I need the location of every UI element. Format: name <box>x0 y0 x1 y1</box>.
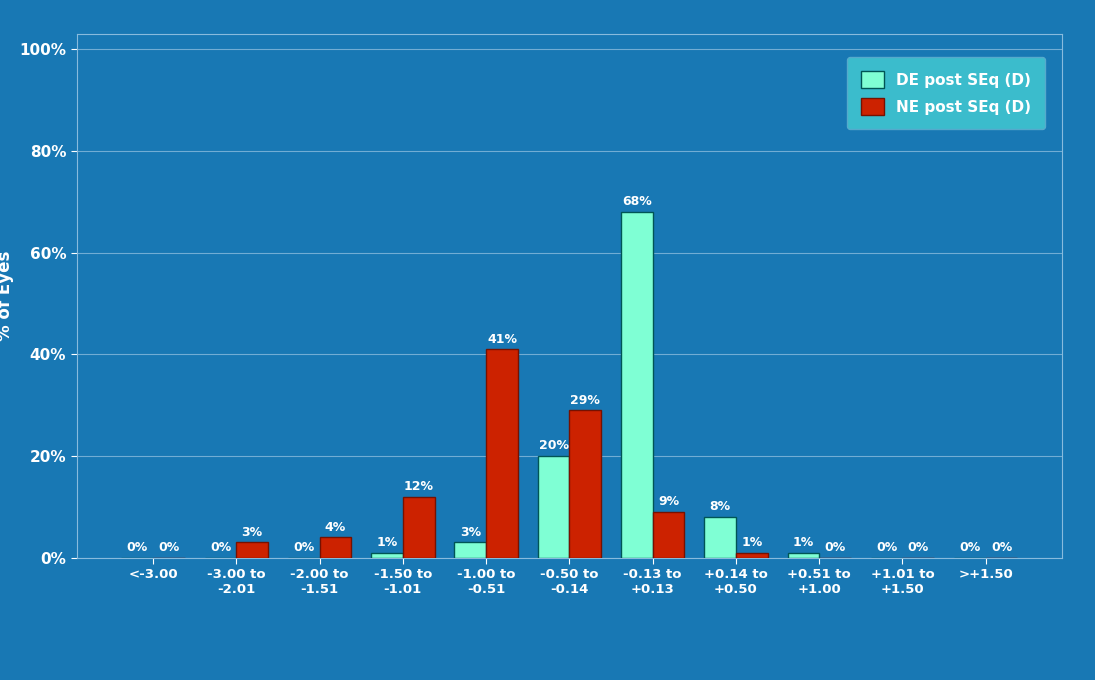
Text: 8%: 8% <box>710 500 730 513</box>
Text: 0%: 0% <box>825 541 845 554</box>
Text: 0%: 0% <box>991 541 1012 554</box>
Text: 0%: 0% <box>127 541 148 554</box>
Bar <box>736 553 768 558</box>
Text: 0%: 0% <box>876 541 897 554</box>
Text: 3%: 3% <box>242 526 263 539</box>
Text: 9%: 9% <box>658 495 679 508</box>
Bar <box>787 553 819 558</box>
Bar <box>403 496 435 558</box>
Bar <box>486 349 518 558</box>
Bar <box>538 456 569 558</box>
Text: 68%: 68% <box>622 195 652 208</box>
Bar <box>237 543 268 558</box>
Bar <box>371 553 403 558</box>
Legend: DE post SEq (D), NE post SEq (D): DE post SEq (D), NE post SEq (D) <box>848 57 1045 129</box>
Text: 0%: 0% <box>959 541 980 554</box>
Bar <box>621 212 653 558</box>
Bar <box>569 410 601 558</box>
Text: 1%: 1% <box>741 536 762 549</box>
Text: 20%: 20% <box>539 439 568 452</box>
Text: 0%: 0% <box>210 541 231 554</box>
Bar <box>320 537 351 558</box>
Text: 41%: 41% <box>487 333 517 345</box>
Text: 0%: 0% <box>159 541 180 554</box>
Bar <box>454 543 486 558</box>
Text: 0%: 0% <box>908 541 929 554</box>
Text: 4%: 4% <box>325 521 346 534</box>
Text: 29%: 29% <box>570 394 600 407</box>
Bar <box>704 517 736 558</box>
Text: 1%: 1% <box>793 536 814 549</box>
Text: 12%: 12% <box>404 480 434 493</box>
Y-axis label: % of Eyes: % of Eyes <box>0 251 13 341</box>
Text: 3%: 3% <box>460 526 481 539</box>
Text: 1%: 1% <box>377 536 397 549</box>
Text: 0%: 0% <box>293 541 314 554</box>
Bar <box>653 512 684 558</box>
